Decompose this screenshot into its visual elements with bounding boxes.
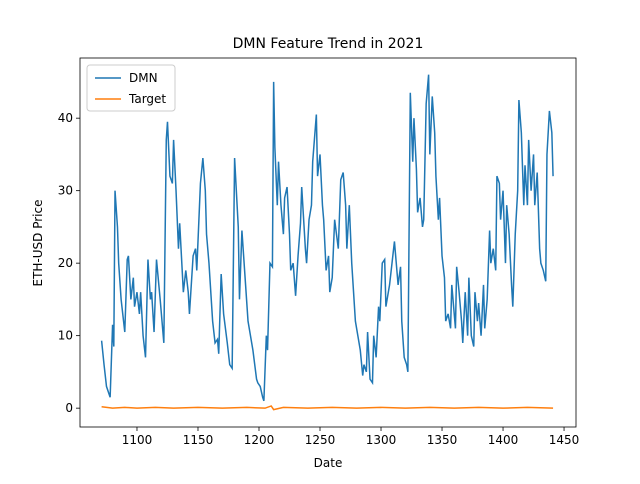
data-line — [101, 405, 554, 411]
legend-label: DMN — [129, 71, 158, 85]
y-axis-label: ETH-USD Price — [31, 200, 45, 287]
axes-frame — [79, 57, 577, 428]
y-tick-label: 10 — [58, 329, 73, 343]
x-tick-label: 1150 — [183, 433, 214, 447]
y-tick-label: 20 — [58, 256, 73, 270]
x-axis-label: Date — [314, 456, 343, 470]
legend-label: Target — [128, 92, 166, 106]
x-tick-label: 1300 — [366, 433, 397, 447]
y-tick-label: 30 — [58, 184, 73, 198]
x-tick-label: 1100 — [122, 433, 153, 447]
x-tick-label: 1200 — [244, 433, 275, 447]
x-tick-label: 1450 — [549, 433, 580, 447]
legend: DMN Target — [86, 64, 176, 112]
y-tick-label: 40 — [58, 111, 73, 125]
x-tick-label: 1350 — [427, 433, 458, 447]
plot-area — [100, 74, 554, 411]
chart-title: DMN Feature Trend in 2021 — [233, 36, 424, 52]
y-tick-label: 0 — [65, 401, 73, 415]
x-tick-label: 1400 — [488, 433, 519, 447]
data-line — [100, 74, 554, 402]
x-tick-label: 1250 — [305, 433, 336, 447]
